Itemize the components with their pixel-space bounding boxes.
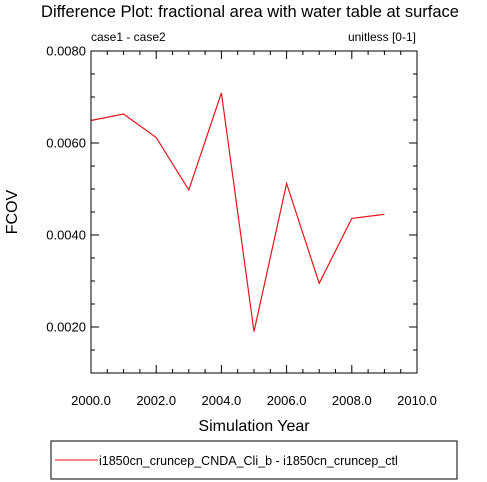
legend-label: i1850cn_cruncep_CNDA_Cli_b - i1850cn_cru… [99, 454, 398, 468]
x-tick-label: 2004.0 [202, 393, 242, 408]
series-line-0 [90, 92, 385, 332]
x-axis-label: Simulation Year [198, 418, 310, 435]
x-tick-label: 2006.0 [267, 393, 307, 408]
y-axis-ticks: 0.0020 0.0040 0.0060 0.0080 [46, 44, 417, 374]
x-tick-label: 2000.0 [71, 393, 111, 408]
plot-frame [90, 50, 418, 374]
x-axis-ticks: 2000.0 2002.0 2004.0 2006.0 2008.0 2010.0 [71, 51, 437, 408]
chart-subtitle-right: unitless [0-1] [348, 30, 416, 44]
y-tick-label: 0.0040 [46, 228, 86, 243]
x-tick-label: 2002.0 [136, 393, 176, 408]
y-axis-label: FCOV [4, 189, 21, 234]
y-tick-label: 0.0080 [46, 44, 86, 59]
y-tick-label: 0.0020 [46, 320, 86, 335]
chart-subtitle-left: case1 - case2 [91, 30, 166, 44]
x-tick-label: 2008.0 [332, 393, 372, 408]
series-group [90, 92, 385, 332]
x-tick-label: 2010.0 [397, 393, 437, 408]
y-tick-label: 0.0060 [46, 136, 86, 151]
legend-box [50, 440, 458, 480]
legend: i1850cn_cruncep_CNDA_Cli_b - i1850cn_cru… [50, 440, 458, 480]
chart-title: Difference Plot: fractional area with wa… [41, 3, 459, 21]
